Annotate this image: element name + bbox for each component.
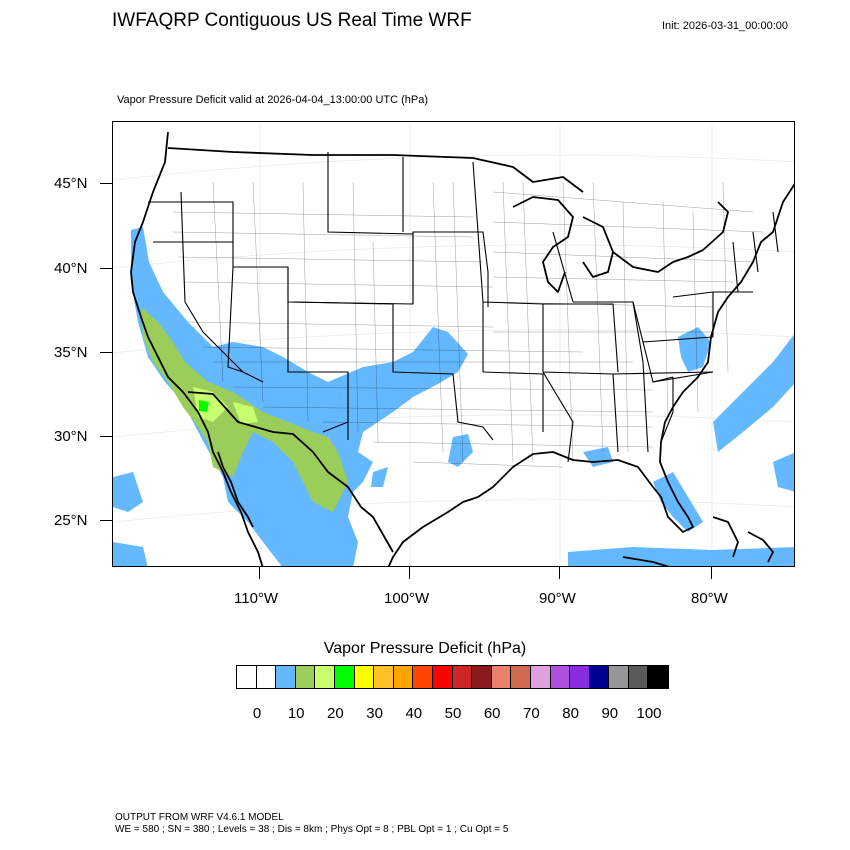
vpd-area-blue: [568, 547, 794, 566]
lon-label-80: 80°W: [691, 590, 728, 607]
colorbar-tick-label: 40: [405, 705, 423, 722]
colorbar-swatch: [550, 666, 571, 688]
lat-label-30: 30°N: [54, 428, 88, 445]
colorbar-swatch: [413, 666, 433, 688]
vpd-area-blue: [763, 357, 794, 384]
map-title: IWFAQRP Contiguous US Real Time WRF: [112, 10, 472, 31]
colorbar-swatch: [609, 666, 629, 688]
colorbar-tick-label: 60: [483, 705, 501, 722]
colorbar: [236, 665, 670, 689]
colorbar-swatch: [334, 666, 355, 688]
lat-label-35: 35°N: [54, 344, 88, 361]
colorbar-tick-label: 90: [601, 705, 619, 722]
vpd-area-blue: [448, 434, 473, 467]
vpd-area-blue: [371, 467, 388, 487]
init-time-label: Init: 2026-03-31_00:00:00: [662, 20, 788, 32]
vpd-area-blue: [131, 227, 468, 566]
vpd-area-brightgreen: [199, 400, 209, 412]
vpd-area-lightgreen: [233, 402, 258, 424]
lat-tick: [100, 268, 112, 269]
footer-model-line: OUTPUT FROM WRF V4.6.1 MODEL: [115, 812, 284, 823]
lon-tick: [409, 567, 410, 579]
lat-label-45: 45°N: [54, 175, 88, 192]
colorbar-swatch: [628, 666, 649, 688]
colorbar-swatch: [452, 666, 473, 688]
vpd-area-blue: [113, 542, 148, 566]
vpd-area-green: [313, 452, 348, 507]
map-panel: [112, 121, 795, 567]
vpd-area-blue: [773, 452, 794, 492]
colorbar-swatch: [472, 666, 492, 688]
us-map: [113, 122, 794, 566]
colorbar-tick-label: 70: [523, 705, 540, 722]
colorbar-swatch: [295, 666, 316, 688]
colorbar-swatch: [432, 666, 453, 688]
colorbar-tick-label: 10: [287, 705, 305, 722]
colorbar-tick-label: 20: [327, 705, 344, 722]
lat-tick: [100, 352, 112, 353]
lon-tick: [711, 567, 712, 579]
colorbar-swatch: [315, 666, 335, 688]
map-subtitle: Vapor Pressure Deficit valid at 2026-04-…: [117, 94, 429, 106]
colorbar-swatch: [570, 666, 590, 688]
lat-tick: [100, 520, 112, 521]
colorbar-swatch: [374, 666, 394, 688]
colorbar-swatch: [530, 666, 551, 688]
lat-tick: [100, 183, 112, 184]
colorbar-swatch: [354, 666, 375, 688]
colorbar-tick-label: 100: [636, 705, 662, 722]
colorbar-tick-label: 50: [444, 705, 462, 722]
lon-tick: [559, 567, 560, 579]
lon-label-90: 90°W: [539, 590, 576, 607]
colorbar-swatch: [511, 666, 531, 688]
vpd-area-lightgreen: [193, 387, 228, 422]
colorbar-tick-label: 0: [252, 705, 262, 722]
county-borders: [172, 181, 764, 468]
footer-config-line: WE = 580 ; SN = 380 ; Levels = 38 ; Dis …: [115, 824, 509, 835]
colorbar-swatch: [256, 666, 277, 688]
colorbar-swatch: [589, 666, 610, 688]
coastlines: [130, 131, 794, 566]
state-borders: [148, 152, 779, 463]
colorbar-swatch: [237, 666, 257, 688]
vpd-area-blue: [113, 472, 143, 512]
colorbar-swatch: [648, 666, 669, 688]
lon-label-110: 110°W: [234, 590, 279, 607]
lon-label-100: 100°W: [384, 590, 430, 607]
lon-tick: [259, 567, 260, 579]
colorbar-tick-label: 30: [366, 705, 383, 722]
colorbar-swatch: [491, 666, 512, 688]
colorbar-title: Vapor Pressure Deficit (hPa): [323, 640, 527, 657]
lat-tick: [100, 436, 112, 437]
colorbar-swatch: [276, 666, 296, 688]
lat-label-40: 40°N: [54, 260, 88, 277]
vpd-area-blue: [713, 334, 794, 452]
lat-label-25: 25°N: [54, 512, 88, 529]
colorbar-tick-label: 80: [562, 705, 579, 722]
vpd-area-blue: [583, 447, 613, 467]
colorbar-swatch: [393, 666, 414, 688]
